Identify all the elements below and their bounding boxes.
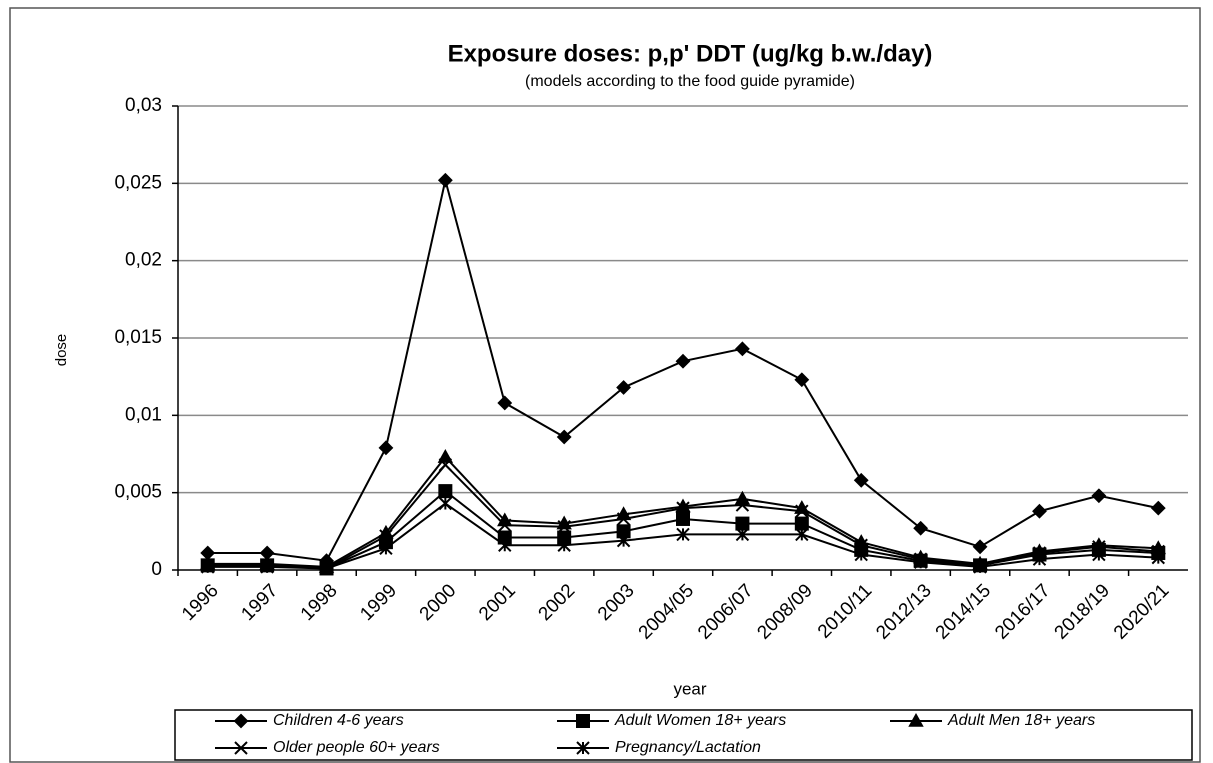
y-axis-label: dose: [53, 334, 70, 367]
x-tick-label: 2018/19: [1051, 580, 1114, 643]
x-tick-label: 2001: [475, 580, 520, 625]
x-tick-label: 1996: [178, 580, 223, 625]
x-tick-label: 2020/21: [1110, 580, 1173, 643]
marker: [438, 484, 453, 499]
marker: [676, 527, 690, 542]
marker: [735, 527, 750, 542]
x-tick-label: 2006/07: [694, 580, 757, 643]
marker: [735, 498, 750, 512]
series: [200, 496, 1165, 576]
x-tick-label: 1999: [356, 580, 401, 625]
marker: [973, 560, 987, 574]
x-tick-label: 2000: [416, 580, 461, 625]
legend-label: Adult Men 18+ years: [947, 712, 1095, 729]
marker: [319, 561, 334, 576]
marker: [616, 533, 631, 548]
marker: [379, 529, 393, 543]
marker: [557, 538, 571, 552]
x-axis-label: year: [673, 679, 706, 698]
legend-box: [174, 709, 1193, 761]
y-tick-label: 0,03: [125, 95, 162, 116]
marker: [795, 527, 809, 542]
marker: [913, 555, 928, 569]
marker: [576, 741, 590, 755]
marker: [234, 741, 248, 755]
x-tick-label: 2010/11: [814, 580, 876, 642]
marker: [1032, 552, 1047, 566]
x-tick-label: 2004/05: [635, 580, 698, 643]
marker: [1032, 546, 1047, 560]
marker: [497, 395, 513, 411]
marker: [1032, 503, 1047, 519]
marker: [379, 541, 393, 556]
x-tick-label: 1998: [297, 580, 342, 625]
x-tick-label: 1997: [237, 580, 282, 625]
marker: [676, 501, 690, 515]
y-tick-label: 0,015: [114, 327, 162, 348]
marker: [556, 429, 572, 445]
x-tick-label: 2008/09: [753, 580, 816, 643]
marker: [233, 713, 249, 729]
x-tick-label: 2002: [535, 580, 580, 625]
marker: [795, 504, 809, 518]
marker: [972, 539, 988, 555]
marker: [1091, 488, 1107, 504]
marker: [794, 372, 810, 388]
y-tick-label: 0,01: [125, 404, 162, 425]
legend-label: Adult Women 18+ years: [614, 712, 786, 729]
series: [200, 449, 1166, 573]
marker: [853, 472, 869, 488]
y-tick-label: 0,005: [114, 482, 162, 503]
marker: [913, 520, 929, 536]
y-tick-label: 0: [151, 559, 162, 580]
marker: [498, 538, 512, 552]
marker: [1092, 547, 1106, 562]
marker: [675, 353, 691, 369]
marker: [908, 712, 924, 727]
marker: [1150, 500, 1166, 516]
x-tick-label: 2012/13: [872, 580, 935, 643]
marker: [616, 512, 631, 526]
x-tick-label: 2014/15: [932, 580, 995, 643]
y-tick-label: 0,025: [114, 172, 162, 193]
marker: [735, 516, 750, 531]
marker: [557, 519, 571, 534]
legend-label: Older people 60+ years: [273, 739, 440, 756]
marker: [438, 458, 453, 472]
marker: [576, 714, 590, 728]
marker: [437, 449, 454, 463]
marker: [378, 440, 394, 456]
marker: [616, 380, 632, 395]
marker: [498, 518, 512, 532]
marker: [676, 511, 690, 526]
marker: [438, 496, 453, 511]
marker: [1151, 550, 1165, 565]
legend-label: Pregnancy/Lactation: [615, 739, 761, 756]
y-tick-label: 0,02: [125, 250, 162, 271]
x-tick-label: 2016/17: [991, 580, 1054, 643]
marker: [1151, 544, 1165, 559]
series: [200, 172, 1166, 569]
chart-border: [9, 7, 1201, 763]
marker: [734, 341, 750, 357]
marker: [854, 547, 868, 562]
marker: [200, 560, 215, 574]
marker: [794, 516, 809, 531]
legend-label: Children 4-6 years: [273, 712, 404, 729]
chart-subtitle: (models according to the food guide pyra…: [525, 73, 855, 90]
chart-title: Exposure doses: p,p' DDT (ug/kg b.w./day…: [448, 40, 933, 67]
x-tick-label: 2003: [594, 580, 639, 625]
marker: [260, 560, 274, 574]
marker: [437, 172, 453, 188]
